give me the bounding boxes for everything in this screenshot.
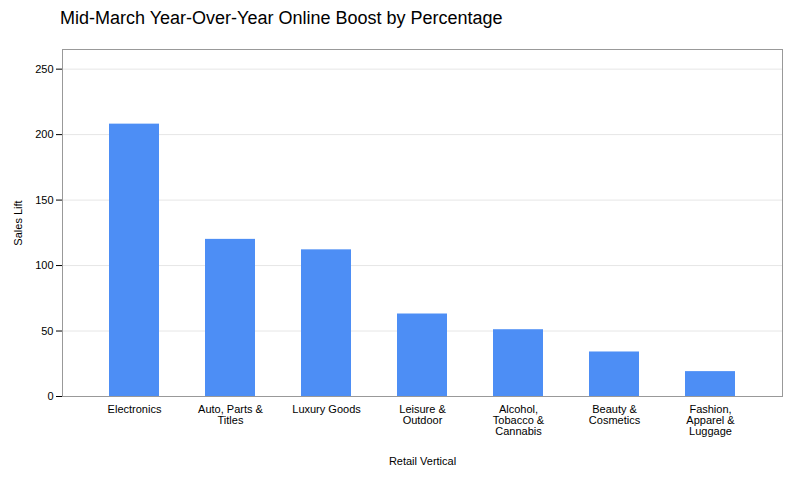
svg-text:Alcohol,Tobacco &Cannabis: Alcohol,Tobacco &Cannabis [493, 403, 545, 437]
svg-text:Fashion,Apparel &Luggage: Fashion,Apparel &Luggage [686, 403, 735, 437]
svg-text:Auto, Parts &Titles: Auto, Parts &Titles [198, 403, 263, 426]
svg-text:150: 150 [35, 194, 53, 206]
svg-text:Beauty &Cosmetics: Beauty &Cosmetics [589, 403, 641, 426]
svg-text:250: 250 [35, 63, 53, 75]
svg-text:Electronics: Electronics [108, 403, 162, 415]
svg-text:200: 200 [35, 128, 53, 140]
svg-text:Leisure &Outdoor: Leisure &Outdoor [399, 403, 446, 426]
svg-text:100: 100 [35, 259, 53, 271]
svg-text:Retail Vertical: Retail Vertical [389, 455, 456, 467]
html-text:Mid-March Year-Over-Year Onlin: Mid-March Year-Over-Year Online Boost by… [60, 8, 503, 28]
svg-text:50: 50 [41, 325, 53, 337]
svg-text:0: 0 [47, 390, 53, 402]
svg-text:Luxury Goods: Luxury Goods [292, 403, 361, 415]
svg-text:Sales Lift: Sales Lift [12, 200, 24, 245]
